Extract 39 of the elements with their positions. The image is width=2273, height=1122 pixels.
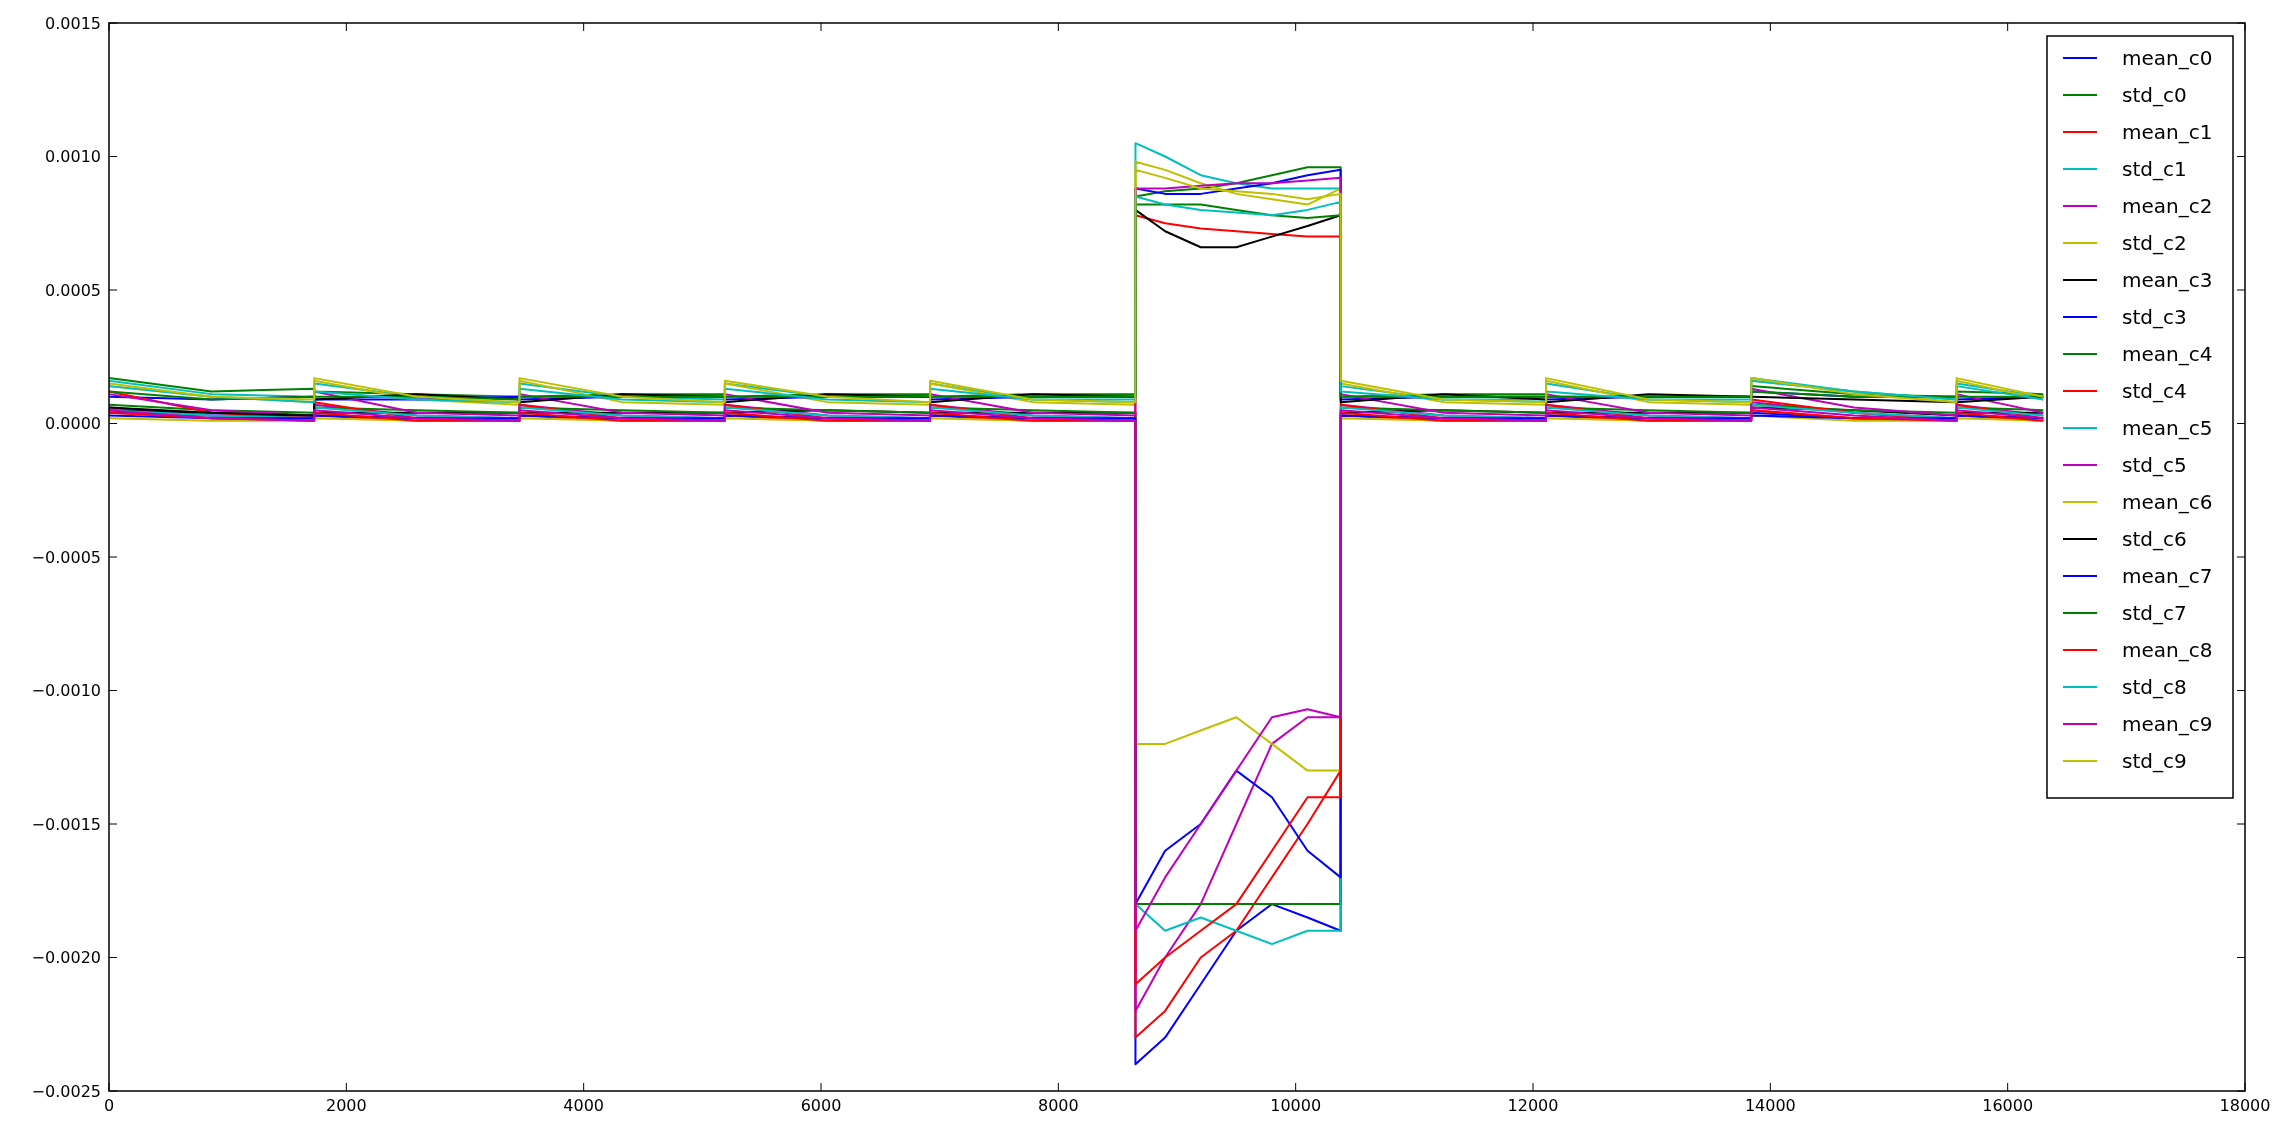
x-tick-label: 16000 xyxy=(1982,1096,2034,1115)
x-tick-label: 2000 xyxy=(325,1096,367,1115)
x-tick-label: 10000 xyxy=(1270,1096,1322,1115)
y-tick-label: 0.0015 xyxy=(45,13,101,33)
legend-label: std_c8 xyxy=(2122,675,2187,699)
legend-label: std_c0 xyxy=(2122,83,2187,107)
y-tick-label: −0.0025 xyxy=(31,1081,101,1101)
legend-label: mean_c5 xyxy=(2122,416,2213,440)
legend-label: mean_c2 xyxy=(2122,194,2213,218)
x-tick-label: 14000 xyxy=(1744,1096,1796,1115)
y-tick-label: 0.0000 xyxy=(45,414,101,434)
legend-label: std_c5 xyxy=(2122,453,2187,477)
legend-label: mean_c7 xyxy=(2122,564,2213,588)
legend-label: mean_c1 xyxy=(2122,120,2213,144)
legend-label: mean_c6 xyxy=(2122,490,2213,514)
legend-label: mean_c3 xyxy=(2122,268,2213,292)
legend-label: std_c9 xyxy=(2122,749,2187,773)
y-tick-label: 0.0010 xyxy=(45,147,101,167)
legend-label: mean_c9 xyxy=(2122,712,2213,736)
legend-label: std_c2 xyxy=(2122,231,2187,255)
x-tick-label: 6000 xyxy=(800,1096,842,1115)
legend-label: std_c6 xyxy=(2122,527,2187,551)
legend-label: mean_c0 xyxy=(2122,46,2213,70)
x-tick-label: 18000 xyxy=(2219,1096,2271,1115)
y-tick-label: −0.0010 xyxy=(31,681,101,701)
y-tick-label: −0.0020 xyxy=(31,948,101,968)
legend-label: std_c7 xyxy=(2122,601,2187,625)
legend-label: mean_c8 xyxy=(2122,638,2213,662)
legend-label: std_c1 xyxy=(2122,157,2187,181)
legend-label: std_c4 xyxy=(2122,379,2187,403)
legend-label: std_c3 xyxy=(2122,305,2187,329)
x-tick-label: 12000 xyxy=(1507,1096,1559,1115)
legend-label: mean_c4 xyxy=(2122,342,2213,366)
y-tick-label: −0.0005 xyxy=(31,547,101,567)
y-tick-label: 0.0005 xyxy=(45,280,101,300)
x-tick-label: 0 xyxy=(103,1096,115,1115)
x-tick-label: 4000 xyxy=(563,1096,605,1115)
x-tick-label: 8000 xyxy=(1037,1096,1079,1115)
y-tick-label: −0.0015 xyxy=(31,814,101,834)
